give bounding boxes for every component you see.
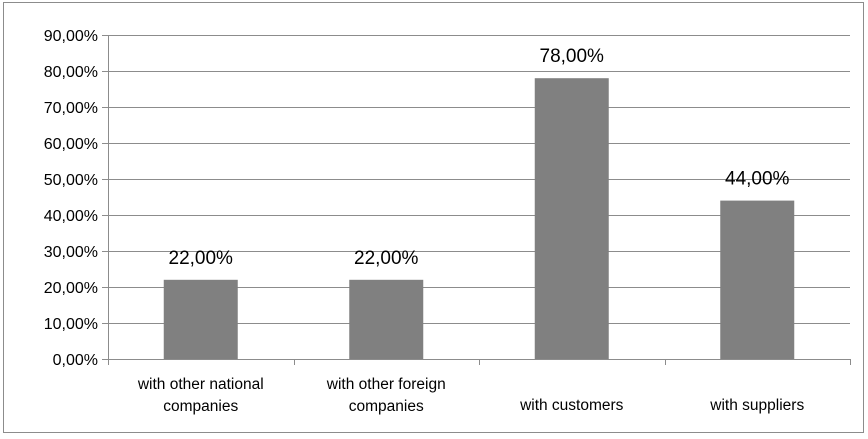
y-tick-label: 0,00% [53, 352, 98, 369]
y-tick-label: 20,00% [44, 280, 98, 297]
bar-chart: 0,00% 10,00% 20,00% 30,00% 40,00% 50,00% 60,00… [44, 28, 851, 415]
y-tick-label: 50,00% [44, 172, 98, 189]
y-tick-label: 30,00% [44, 244, 98, 261]
category-label: with other foreign [326, 376, 446, 393]
y-tick-label: 80,00% [44, 64, 98, 81]
data-label: 78,00% [540, 46, 605, 67]
data-labels: 22,00% 22,00% 78,00% 44,00% [169, 46, 790, 269]
category-label: with other national [137, 376, 264, 393]
bar [163, 279, 238, 359]
chart-frame: 0,00% 10,00% 20,00% 30,00% 40,00% 50,00% 60,00… [3, 2, 864, 433]
y-tick-label: 90,00% [44, 28, 98, 45]
y-tick-labels: 0,00% 10,00% 20,00% 30,00% 40,00% 50,00% 60,00… [44, 28, 98, 369]
y-tick-label: 40,00% [44, 208, 98, 225]
data-label: 44,00% [725, 169, 790, 190]
category-labels: with other national companies with other f… [137, 376, 805, 415]
bar [534, 78, 609, 359]
y-tick-label: 70,00% [44, 100, 98, 117]
y-tick-label: 10,00% [44, 316, 98, 333]
data-label: 22,00% [354, 248, 419, 269]
category-label: companies [349, 398, 424, 415]
y-tick-label: 60,00% [44, 136, 98, 153]
category-label: with suppliers [709, 397, 804, 414]
bar [720, 200, 795, 359]
data-label: 22,00% [169, 248, 234, 269]
bar [349, 279, 424, 359]
bars [163, 78, 795, 359]
category-label: with customers [519, 397, 624, 414]
axes [102, 35, 851, 365]
category-label: companies [163, 398, 238, 415]
